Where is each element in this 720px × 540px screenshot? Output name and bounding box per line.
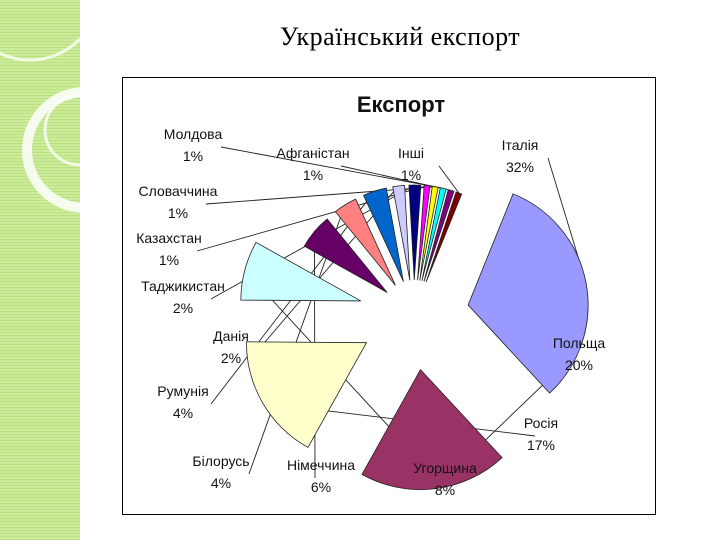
chart-frame: Експорт Італія 32% Польща 20% Росія 17% Угорщин… (122, 77, 656, 515)
slice-label-name: Інші (398, 145, 424, 161)
pie-slice-8 (392, 184, 411, 281)
leader-line-12 (220, 146, 444, 189)
chart-title: Експорт (357, 92, 446, 117)
pie-slice-10 (417, 184, 431, 281)
slice-label-name: Росія (524, 415, 558, 431)
slice-label-name: Угорщина (413, 460, 477, 476)
slice-label-name: Афганістан (276, 145, 349, 161)
slice-label-value: 17% (527, 437, 555, 453)
decorative-side-strip (0, 0, 80, 540)
slice-label-value: 1% (183, 148, 203, 164)
slice-label-value: 8% (435, 482, 455, 498)
pie-slice-6 (334, 198, 396, 286)
slide-title: Український експорт (279, 22, 521, 51)
pie-chart: Експорт Італія 32% Польща 20% Росія 17% Угорщин… (136, 92, 606, 498)
leader-line-10 (196, 185, 428, 252)
slice-label-value: 4% (173, 405, 193, 421)
pie-slice-5 (303, 218, 388, 293)
slice-label-name: Данія (213, 328, 249, 344)
pie-slice-4 (240, 241, 362, 302)
slice-label-value: 2% (221, 350, 241, 366)
slice-label-name: Румунія (157, 383, 208, 399)
pie-slice-11 (419, 185, 439, 281)
leader-line-14 (438, 165, 460, 194)
slice-label-value: 1% (303, 167, 323, 183)
pie-slice-3 (246, 341, 368, 448)
slice-label-value: 6% (311, 479, 331, 495)
slice-label-value: 1% (159, 252, 179, 268)
slice-label-value: 2% (173, 300, 193, 316)
slice-label-name: Італія (502, 137, 539, 153)
slice-label-value: 1% (401, 167, 421, 183)
slice-label-name: Словаччина (139, 183, 218, 199)
pie-slice-9 (408, 184, 422, 281)
slice-label-name: Білорусь (192, 453, 249, 469)
slice-label-value: 20% (565, 357, 593, 373)
slice-label-value: 1% (168, 205, 188, 221)
pie-slice-12 (421, 187, 447, 281)
slice-label-value: 32% (506, 159, 534, 175)
slice-label-name: Польща (553, 335, 606, 351)
pie-slice-1 (467, 193, 589, 394)
slice-label-name: Таджикистан (141, 278, 225, 294)
slice-label-value: 4% (211, 475, 231, 491)
slice-label-name: Казахстан (136, 230, 202, 246)
slice-label-name: Молдова (164, 126, 223, 142)
decorative-circles (0, 36, 80, 213)
pie-slice-7 (363, 187, 404, 282)
pie-slice-14 (425, 191, 463, 283)
pie-slice-2 (361, 368, 503, 491)
pie-slice-13 (423, 189, 455, 282)
slice-label-name: Німеччина (287, 457, 355, 473)
